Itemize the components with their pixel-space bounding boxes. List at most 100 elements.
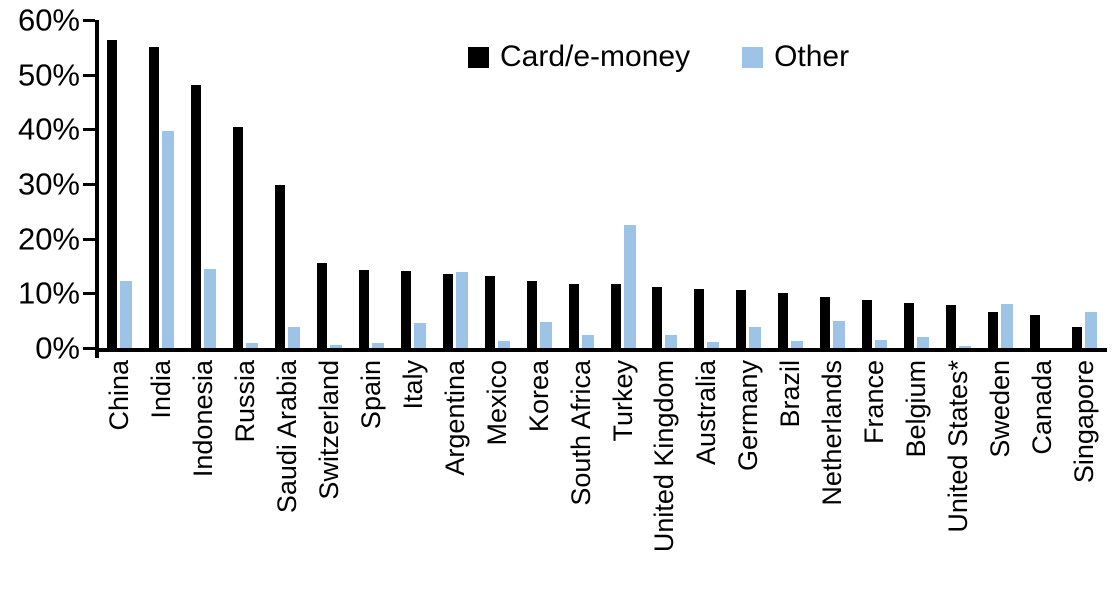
bar-card-e-money (820, 297, 831, 348)
bar-other (1000, 303, 1013, 348)
bar-card-e-money (694, 288, 705, 348)
bar-group (476, 276, 518, 348)
bar-other (371, 343, 384, 348)
bar-group (518, 280, 560, 348)
category-label: Indonesia (188, 360, 219, 478)
category-label: France (859, 360, 890, 445)
bar-other (330, 344, 343, 348)
bar-other (581, 334, 594, 348)
category-label: Switzerland (314, 360, 345, 500)
category-label: Singapore (1068, 360, 1099, 484)
bar-card-e-money (862, 300, 873, 348)
bar-card-e-money (1029, 315, 1040, 348)
bar-card-e-money (1071, 326, 1082, 348)
y-tick-label: 30% (17, 166, 80, 202)
bar-card-e-money (107, 40, 118, 348)
bar-group (937, 304, 979, 348)
bar-group (225, 126, 267, 348)
bar-card-e-money (317, 262, 328, 348)
bar-group (183, 84, 225, 348)
category-axis-labels: China India Indonesia Russia Saudi Arabia Swi… (99, 360, 1105, 590)
bar-card-e-money (987, 312, 998, 348)
legend-item-card-e-money: Card/e-money (468, 40, 690, 74)
category-cell: Germany (728, 360, 770, 590)
bar-other (833, 321, 846, 348)
category-label: Australia (691, 360, 722, 466)
y-axis-line (95, 20, 99, 358)
category-cell: United States* (937, 360, 979, 590)
category-cell: France (854, 360, 896, 590)
bar-group (728, 290, 770, 348)
bar-card-e-money (400, 270, 411, 348)
category-cell: India (141, 360, 183, 590)
category-cell: Belgium (896, 360, 938, 590)
bar-group (351, 270, 393, 348)
category-label: Canada (1026, 360, 1057, 455)
y-tick-mark (83, 128, 95, 132)
bar-card-e-money (736, 290, 747, 348)
category-label: Russia (230, 360, 261, 443)
category-label: China (104, 360, 135, 431)
plot-area (99, 20, 1105, 348)
y-tick-label: 0% (35, 330, 80, 366)
category-label: South Africa (565, 360, 596, 506)
category-cell: Singapore (1063, 360, 1105, 590)
bar-card-e-money (903, 302, 914, 348)
category-label: Mexico (481, 360, 512, 446)
category-cell: Spain (351, 360, 393, 590)
bar-other (875, 339, 888, 348)
y-axis-labels: 0% 10% 20% 30% 40% 50% 60% (0, 0, 82, 594)
y-tick-mark (83, 19, 95, 22)
bar-group (267, 184, 309, 348)
bar-other (288, 327, 301, 348)
bar-card-e-money (526, 280, 537, 348)
category-label: Saudi Arabia (272, 360, 303, 514)
y-tick-label: 20% (17, 221, 80, 257)
bar-card-e-money (652, 287, 663, 348)
category-cell: Netherlands (812, 360, 854, 590)
category-label: India (146, 360, 177, 419)
category-cell: Turkey (602, 360, 644, 590)
y-tick-label: 60% (17, 2, 80, 38)
bar-other (1084, 311, 1097, 348)
y-tick-label: 10% (17, 275, 80, 311)
category-label: Italy (397, 360, 428, 410)
legend: Card/e-money Other (468, 40, 849, 74)
bar-card-e-money (945, 304, 956, 348)
bar-card-e-money (568, 283, 579, 348)
y-tick-mark (83, 73, 95, 77)
bar-other (204, 268, 217, 348)
bar-group (979, 303, 1021, 348)
category-label: Turkey (607, 360, 638, 442)
bar-card-e-money (610, 284, 621, 348)
bar-group (854, 300, 896, 348)
bar-card-e-money (191, 84, 202, 348)
bar-group (99, 40, 141, 348)
bar-group (434, 272, 476, 348)
bar-other (707, 342, 720, 348)
legend-label-card-e-money: Card/e-money (500, 40, 691, 73)
bar-group (1063, 311, 1105, 348)
bar-group (602, 225, 644, 348)
bar-card-e-money (778, 293, 789, 348)
bar-other (916, 336, 929, 348)
x-axis-line (95, 348, 1107, 352)
bar-other (455, 272, 468, 348)
category-label: Belgium (900, 360, 931, 458)
category-cell: Saudi Arabia (267, 360, 309, 590)
category-cell: Italy (392, 360, 434, 590)
category-label: Brazil (775, 360, 806, 428)
category-cell: Switzerland (309, 360, 351, 590)
legend-swatch-card-e-money (468, 46, 489, 68)
bar-group (896, 302, 938, 348)
bar-group (141, 47, 183, 348)
bar-card-e-money (358, 270, 369, 348)
bar-other (665, 335, 678, 348)
y-tick-mark (83, 347, 95, 350)
category-cell: Russia (225, 360, 267, 590)
category-cell: Argentina (434, 360, 476, 590)
y-tick-label: 40% (17, 111, 80, 147)
category-cell: Australia (686, 360, 728, 590)
bar-other (120, 280, 133, 348)
